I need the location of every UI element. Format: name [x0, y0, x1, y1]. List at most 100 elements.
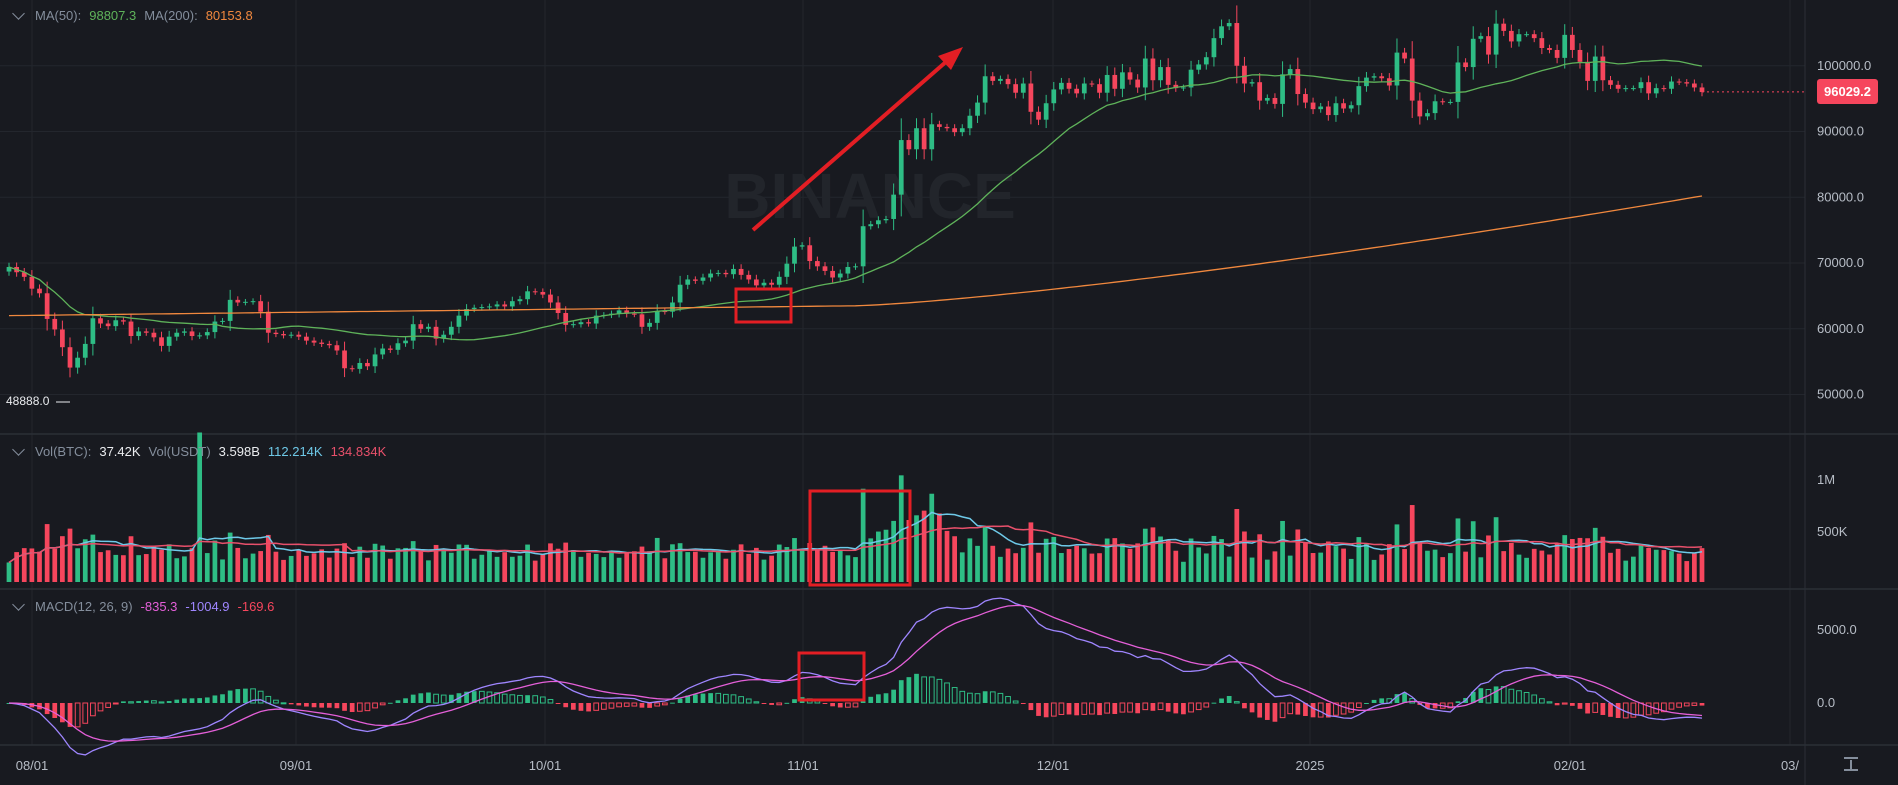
- macd-histogram-bar: [426, 692, 431, 703]
- macd-hist-value: -169.6: [237, 599, 275, 614]
- collapse-chevron-icon[interactable]: [12, 443, 25, 456]
- candle-body: [189, 331, 195, 337]
- trend-arrow-head: [938, 47, 963, 70]
- macd-histogram-bar: [677, 698, 683, 703]
- collapse-chevron-icon[interactable]: [12, 7, 25, 20]
- volume-bar: [52, 548, 58, 582]
- collapse-chevron-icon[interactable]: [12, 598, 25, 611]
- candle-body: [631, 313, 637, 315]
- volume-bar: [426, 560, 431, 582]
- volume-bar: [929, 493, 935, 582]
- macd-histogram-bar: [1295, 703, 1301, 715]
- volume-bar: [1638, 545, 1644, 582]
- candle-body: [1547, 48, 1552, 50]
- volume-bar: [1341, 548, 1346, 582]
- volume-bar: [540, 553, 546, 582]
- macd-histogram-bar: [372, 702, 378, 709]
- volume-bar: [304, 555, 309, 582]
- candle-body: [1333, 103, 1339, 116]
- volume-bar: [1089, 553, 1095, 582]
- candle-body: [1211, 38, 1217, 58]
- volume-bar: [220, 559, 225, 582]
- macd-histogram-bar: [852, 702, 859, 708]
- volume-bar: [990, 545, 996, 582]
- macd-histogram-bar: [1219, 698, 1224, 703]
- volume-bar: [815, 549, 820, 582]
- candle-body: [1585, 61, 1590, 81]
- candle-body: [723, 272, 729, 275]
- macd-histogram-bar: [745, 698, 752, 704]
- volume-bar: [578, 556, 584, 582]
- candle-body: [1196, 64, 1202, 70]
- volume-bar: [1226, 556, 1232, 582]
- volume-bar: [1684, 561, 1690, 582]
- candle-body: [1181, 87, 1186, 89]
- candle-body: [1264, 97, 1270, 101]
- macd-histogram-bar: [52, 703, 58, 718]
- macd-histogram-bar: [1508, 688, 1515, 704]
- candle-body: [1059, 82, 1064, 90]
- candle-body: [525, 291, 530, 300]
- date-tick-label: 08/01: [16, 758, 49, 773]
- macd-legend: MACD(12, 26, 9) -835.3 -1004.9 -169.6: [12, 598, 275, 614]
- volume-bar: [174, 558, 180, 582]
- macd-histogram-bar: [1425, 703, 1430, 709]
- vol-usdt-label: Vol(USDT): [148, 444, 211, 459]
- macd-histogram-bar: [74, 702, 81, 728]
- macd-histogram-bar: [1150, 703, 1156, 711]
- candle-body: [304, 336, 309, 341]
- ma200-value: 80153.8: [205, 8, 253, 23]
- candle-body: [998, 78, 1003, 81]
- candle-body: [1295, 69, 1301, 95]
- date-tick-label: 10/01: [529, 758, 562, 773]
- macd-histogram-bar: [1608, 703, 1613, 717]
- date-tick-label: 11/01: [787, 758, 819, 773]
- macd-histogram-bar: [304, 703, 309, 707]
- candle-body: [1104, 74, 1110, 93]
- macd-histogram-bar: [1538, 698, 1545, 704]
- candle-body: [509, 301, 515, 307]
- macd-histogram-bar: [288, 703, 294, 705]
- candle-body: [692, 279, 698, 281]
- candle-body: [662, 311, 668, 313]
- candle-body: [403, 340, 408, 344]
- macd-histogram-bar: [1165, 703, 1171, 712]
- date-tick-label: 02/01: [1554, 758, 1587, 773]
- fit-zoom-icon[interactable]: [1842, 755, 1860, 773]
- macd-histogram-bar: [136, 701, 142, 703]
- candle-body: [1631, 88, 1636, 90]
- volume-bar: [1585, 538, 1590, 582]
- macd-histogram-bar: [1005, 696, 1011, 704]
- volume-bar: [1165, 539, 1171, 582]
- volume-bar: [1188, 538, 1194, 582]
- volume-bar: [1600, 536, 1606, 582]
- date-tick-label: 12/01: [1037, 758, 1070, 773]
- macd-histogram-bar: [700, 693, 706, 703]
- candle-body: [21, 272, 27, 277]
- macd-histogram-bar: [1676, 702, 1682, 708]
- candle-body: [75, 357, 80, 368]
- candle-body: [182, 331, 187, 333]
- candle-body: [1447, 101, 1453, 103]
- candle-body: [761, 282, 767, 286]
- macd-histogram-bar: [1600, 703, 1606, 715]
- candle-body: [349, 368, 355, 370]
- macd-histogram-bar: [1119, 702, 1126, 713]
- candle-body: [944, 126, 950, 129]
- macd-histogram-bar: [342, 703, 347, 711]
- candle-body: [593, 315, 599, 324]
- macd-histogram-bar: [1592, 702, 1599, 713]
- volume-bar: [898, 475, 904, 582]
- macd-histogram-bar: [593, 702, 600, 711]
- volume-bar: [1333, 546, 1339, 582]
- volume-bar: [1425, 550, 1430, 582]
- volume-bar: [975, 545, 980, 582]
- volume-bar: [883, 529, 889, 582]
- volume-bar: [700, 557, 706, 582]
- candle-body: [715, 272, 721, 274]
- volume-bar: [387, 558, 393, 582]
- macd-histogram-bar: [227, 690, 233, 703]
- volume-bar: [98, 552, 103, 582]
- ma50-label: MA(50):: [35, 8, 82, 23]
